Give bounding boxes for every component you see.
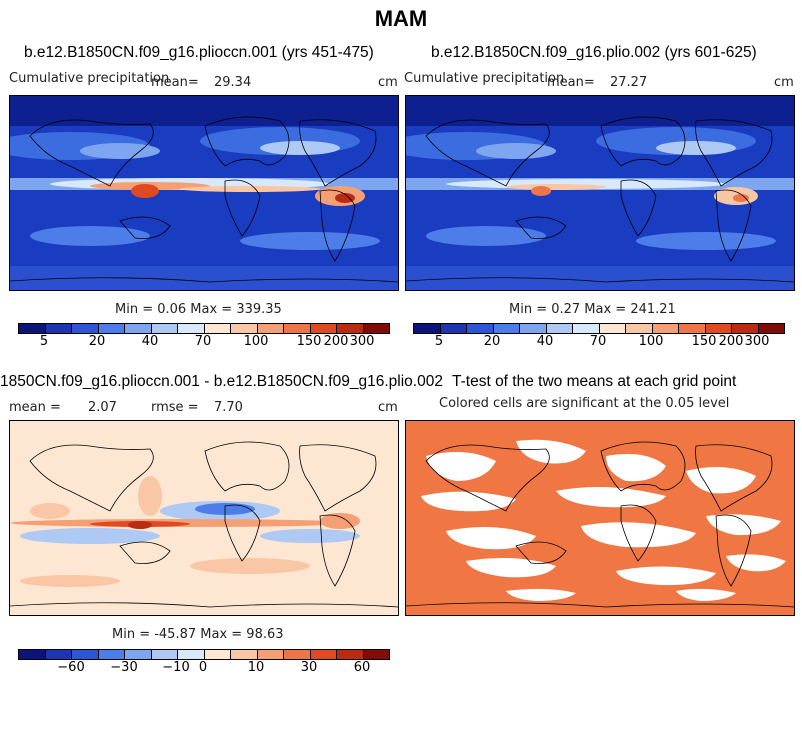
cbar-swatch [758,324,784,333]
cbar-tick: 300 [349,334,375,349]
panel1-colorbar-ticks: 5 20 40 70 100 150 200 300 [18,334,388,350]
panel4-significance-map [405,420,795,616]
panel3-colorbar-ticks: −60 −30 −10 0 10 30 60 [18,660,388,676]
figure-title: MAM [374,6,428,31]
panel4-subtitle: Colored cells are significant at the 0.0… [439,396,730,411]
cbar-tick: 5 [39,334,49,349]
panel4-title: T-test of the two means at each grid poi… [452,373,737,390]
panel3-rmse-label: rmse = [151,400,199,415]
cbar-swatch [151,324,178,333]
cbar-tick: 150 [296,334,322,349]
cbar-swatch [45,650,72,659]
cbar-tick: 5 [434,334,444,349]
panel2-title: b.e12.B1850CN.f09_g16.plio.002 (yrs 601-… [431,44,757,61]
panel2-colorbar [413,323,785,334]
cbar-tick: 60 [353,660,371,675]
cbar-swatch [414,324,441,333]
cbar-swatch [19,650,46,659]
cbar-swatch [626,324,653,333]
panel2-units: cm [774,75,794,90]
cbar-swatch [284,650,311,659]
panel2-mean-label: mean= [547,75,595,90]
panel3-colorbar [18,649,390,660]
panel3-rmse-value: 7.70 [214,400,243,415]
panel1-mean-label: mean= [151,75,199,90]
panel2-variable: Cumulative precipitation [404,71,565,86]
cbar-tick: −60 [57,660,85,675]
panel2-minmax: Min = 0.27 Max = 241.21 [509,302,676,317]
cbar-tick: −30 [110,660,138,675]
cbar-swatch [284,324,311,333]
cbar-swatch [679,324,706,333]
cbar-swatch [652,324,679,333]
cbar-swatch [257,324,284,333]
cbar-swatch [337,324,364,333]
cbar-swatch [178,324,205,333]
panel3-minmax: Min = -45.87 Max = 98.63 [112,627,284,642]
cbar-tick: 10 [247,660,265,675]
cbar-swatch [72,324,99,333]
cbar-swatch [231,324,258,333]
cbar-tick: 300 [744,334,770,349]
cbar-swatch [204,324,231,333]
panel2-colorbar-ticks: 5 20 40 70 100 150 200 300 [413,334,783,350]
panel1-colorbar [18,323,390,334]
cbar-swatch [257,650,284,659]
cbar-tick: 30 [300,660,318,675]
cbar-tick: 100 [243,334,269,349]
cbar-tick: 40 [141,334,159,349]
cbar-swatch [520,324,547,333]
cbar-swatch [599,324,626,333]
cbar-tick: 150 [691,334,717,349]
cbar-swatch [732,324,759,333]
cbar-swatch [546,324,573,333]
panel3-title: 1850CN.f09_g16.plioccn.001 - b.e12.B1850… [0,373,443,390]
cbar-tick: 20 [483,334,501,349]
cbar-swatch [19,324,46,333]
panel1-variable: Cumulative precipitation [9,71,170,86]
cbar-swatch [363,650,389,659]
cbar-swatch [98,650,125,659]
panel2-mean-value: 27.27 [610,75,648,90]
cbar-swatch [125,650,152,659]
cbar-swatch [45,324,72,333]
cbar-tick: 200 [323,334,349,349]
cbar-swatch [125,324,152,333]
cbar-swatch [573,324,600,333]
cbar-swatch [363,324,389,333]
panel1-title: b.e12.B1850CN.f09_g16.plioccn.001 (yrs 4… [24,44,374,61]
panel2-precip-map [405,95,795,291]
cbar-swatch [337,650,364,659]
panel1-precip-map [9,95,399,291]
cbar-swatch [705,324,732,333]
cbar-tick: 20 [88,334,106,349]
cbar-tick: 100 [638,334,664,349]
cbar-tick: 70 [589,334,607,349]
cbar-tick: 200 [718,334,744,349]
cbar-swatch [231,650,258,659]
panel3-units: cm [378,400,398,415]
cbar-swatch [310,650,337,659]
panel1-minmax: Min = 0.06 Max = 339.35 [115,302,282,317]
panel3-difference-map [9,420,399,616]
panel1-units: cm [378,75,398,90]
panel3-mean-value: 2.07 [88,400,117,415]
cbar-tick: −10 [162,660,190,675]
cbar-swatch [440,324,467,333]
cbar-swatch [98,324,125,333]
cbar-swatch [72,650,99,659]
cbar-swatch [493,324,520,333]
cbar-swatch [310,324,337,333]
panel3-mean-label: mean = [9,400,61,415]
cbar-swatch [178,650,205,659]
cbar-tick: 40 [536,334,554,349]
cbar-tick: 70 [194,334,212,349]
panel1-mean-value: 29.34 [214,75,252,90]
cbar-swatch [151,650,178,659]
cbar-tick: 0 [198,660,208,675]
cbar-swatch [204,650,231,659]
cbar-swatch [467,324,494,333]
